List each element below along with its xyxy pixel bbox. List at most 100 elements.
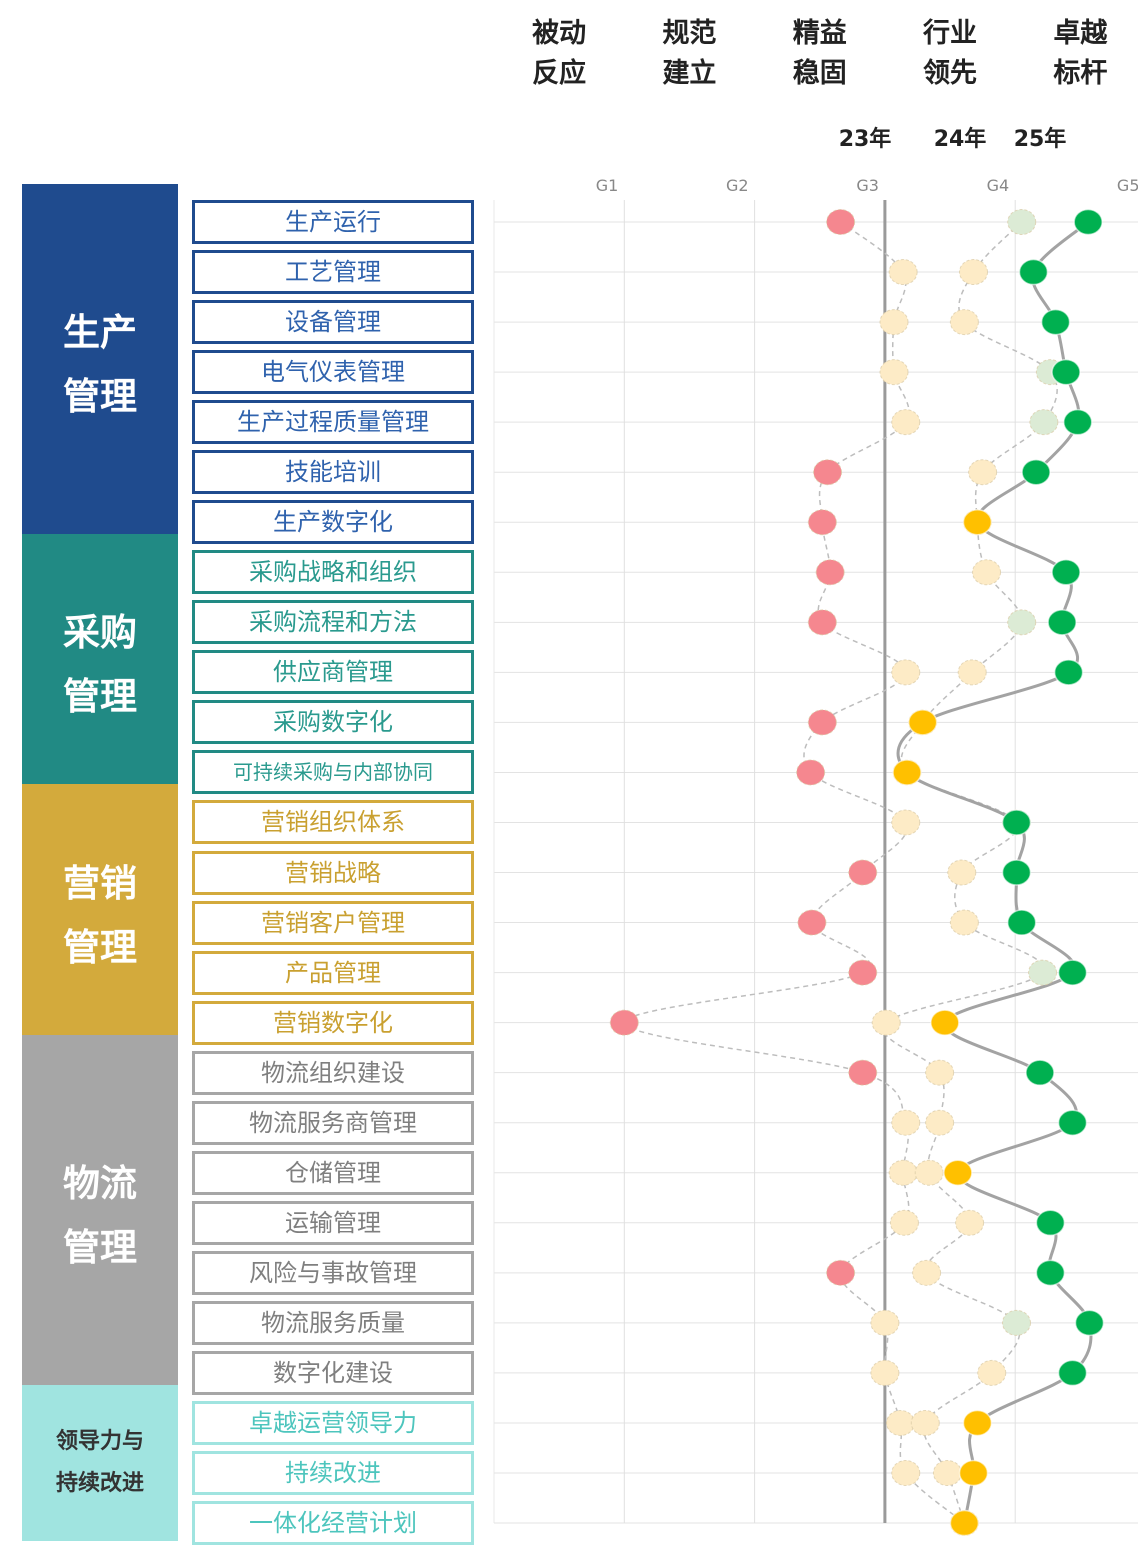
dot [1006, 909, 1037, 936]
dot [977, 1359, 1007, 1386]
dot [807, 709, 837, 736]
x-tick-label: G5 [1117, 176, 1138, 195]
group-block: 营销管理 [22, 784, 178, 1047]
dot [609, 1009, 639, 1036]
dot [962, 508, 993, 536]
dot [1040, 308, 1071, 336]
dot [912, 1259, 942, 1286]
dot [797, 909, 827, 936]
category-label: 采购数字化 [192, 700, 474, 745]
dot [1057, 959, 1088, 986]
category-label: 电气仪表管理 [192, 350, 474, 395]
category-label: 一体化经营计划 [192, 1501, 474, 1545]
dot [886, 1409, 916, 1436]
dot [1007, 209, 1037, 235]
category-label: 设备管理 [192, 300, 474, 345]
x-tick-label: G4 [987, 176, 1010, 195]
dot [848, 959, 878, 986]
dot [1047, 609, 1077, 636]
category-label: 营销客户管理 [192, 900, 474, 945]
series-label: 23年 [839, 126, 892, 152]
dot [1029, 409, 1059, 436]
dot [947, 859, 977, 886]
dot [826, 1259, 856, 1286]
category-label: 风险与事故管理 [192, 1250, 474, 1295]
dot [891, 809, 921, 836]
group-block: 生产管理 [22, 184, 178, 547]
category-label: 物流服务质量 [192, 1300, 474, 1345]
dot [848, 1059, 878, 1086]
dot [848, 859, 878, 886]
dot [807, 609, 837, 636]
group-label: 领导力与持续改进 [55, 1428, 144, 1496]
dot [1025, 1059, 1055, 1086]
dot [949, 909, 979, 936]
dot [949, 1509, 980, 1537]
group-block: 领导力与持续改进 [22, 1384, 178, 1541]
dot [1074, 1309, 1105, 1337]
category-label: 采购流程和方法 [192, 600, 474, 645]
category-label: 物流服务商管理 [192, 1100, 474, 1145]
dot [972, 559, 1002, 586]
dot [925, 1109, 955, 1136]
dot [891, 659, 921, 686]
group-label: 营销管理 [63, 861, 137, 969]
category-label: 卓越运营领导力 [192, 1400, 474, 1445]
dot [955, 1209, 985, 1236]
dot [1021, 458, 1051, 486]
dot [1002, 1309, 1032, 1336]
category-label: 生产数字化 [192, 500, 474, 545]
level-header: 行业领先 [923, 18, 978, 89]
category-label: 数字化建设 [192, 1350, 474, 1395]
dot [914, 1159, 944, 1186]
x-tick-label: G3 [856, 176, 879, 195]
dot [1053, 659, 1084, 686]
category-label: 工艺管理 [192, 250, 474, 295]
dot [957, 659, 987, 686]
dot [815, 559, 845, 586]
category-label: 营销数字化 [192, 1000, 474, 1045]
dot [959, 259, 989, 286]
category-label: 技能培训 [192, 450, 474, 495]
dot [1057, 1359, 1088, 1387]
dot [871, 1009, 901, 1036]
dot [888, 259, 918, 286]
dot [891, 1109, 921, 1136]
dot [891, 409, 921, 436]
group-label: 生产管理 [63, 311, 137, 419]
dot [870, 1309, 900, 1336]
group-block: 采购管理 [22, 534, 178, 797]
category-label: 物流组织建设 [192, 1050, 474, 1095]
category-label: 可持续采购与内部协同 [192, 750, 474, 795]
dot [910, 1409, 940, 1436]
category-label: 生产运行 [192, 200, 474, 244]
dot [958, 1459, 989, 1487]
dot [879, 309, 909, 336]
dot [1062, 408, 1093, 436]
category-label: 生产过程质量管理 [192, 400, 474, 445]
category-label: 营销战略 [192, 850, 474, 895]
level-header: 卓越标杆 [1053, 18, 1108, 89]
dot [1035, 1209, 1066, 1237]
dot [888, 1159, 918, 1186]
category-label: 持续改进 [192, 1451, 474, 1495]
dot [1007, 609, 1037, 636]
group-label: 采购管理 [63, 611, 137, 719]
dot [1057, 1109, 1088, 1136]
dot [925, 1059, 955, 1086]
dot [968, 459, 998, 486]
level-header: 规范建立 [662, 18, 717, 89]
dot [1018, 258, 1049, 286]
dot [1035, 1259, 1066, 1287]
dot [826, 209, 856, 235]
dot [813, 459, 843, 486]
dot [891, 1460, 921, 1486]
series-line [882, 221, 1058, 1524]
category-label: 运输管理 [192, 1200, 474, 1245]
category-label: 产品管理 [192, 950, 474, 995]
dot [1073, 208, 1103, 236]
x-tick-label: G2 [726, 176, 749, 195]
dot [879, 359, 909, 386]
dot [962, 1409, 993, 1437]
